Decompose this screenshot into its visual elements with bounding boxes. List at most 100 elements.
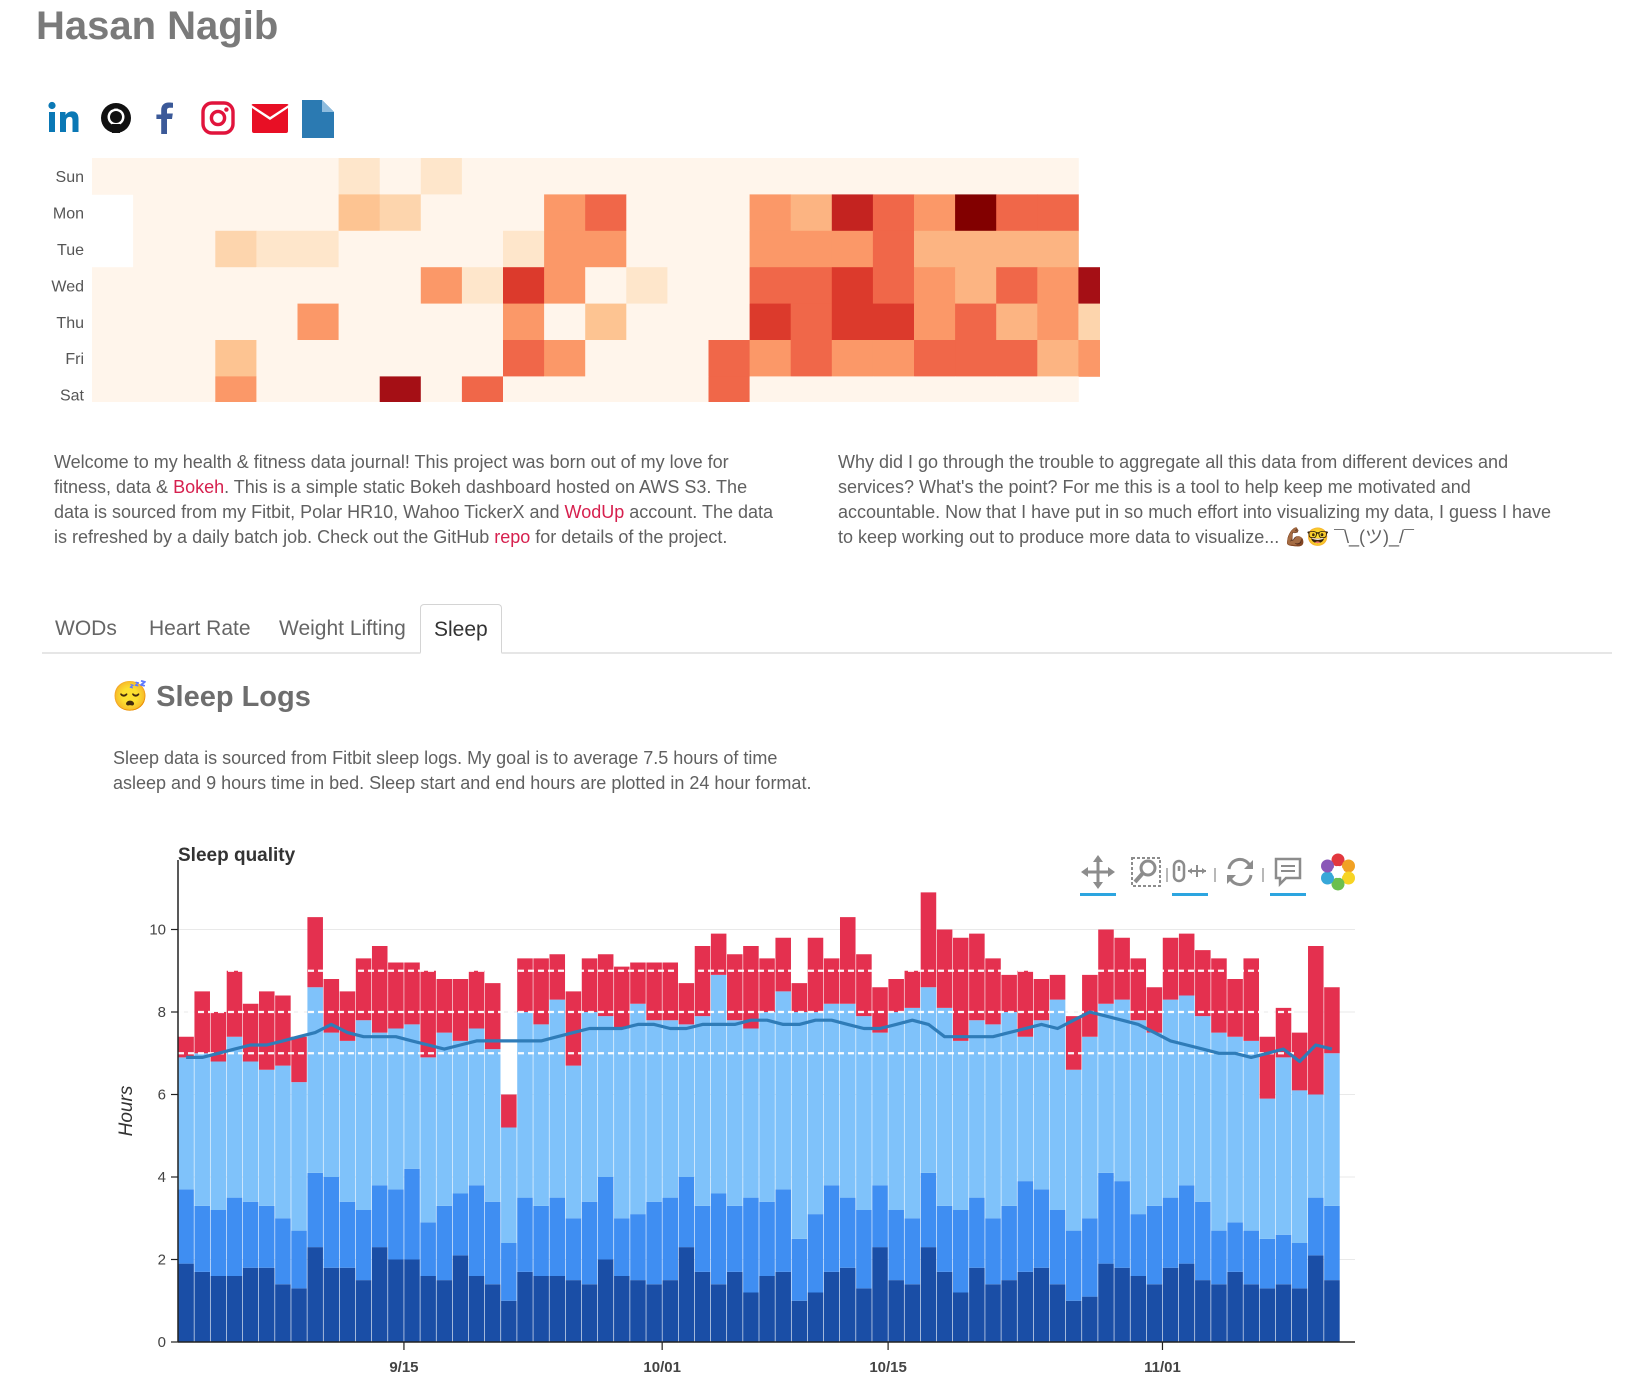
bar-awake[interactable]: [371, 946, 388, 1033]
bar-rem[interactable]: [1146, 1032, 1163, 1206]
bar-light[interactable]: [436, 1205, 453, 1281]
bar-awake[interactable]: [1017, 970, 1034, 1037]
heatmap-cell[interactable]: [92, 376, 134, 402]
bar-deep[interactable]: [242, 1267, 259, 1342]
heatmap-cell[interactable]: [133, 267, 175, 304]
bar-awake[interactable]: [1308, 946, 1324, 1095]
bokeh-link[interactable]: Bokeh: [173, 477, 225, 497]
bar-light[interactable]: [743, 1197, 759, 1293]
bar-deep[interactable]: [807, 1292, 824, 1343]
heatmap-cell[interactable]: [831, 230, 874, 268]
bar-awake[interactable]: [468, 970, 485, 1029]
bar-deep[interactable]: [1227, 1271, 1243, 1342]
bar-light[interactable]: [791, 1238, 808, 1301]
bar-deep[interactable]: [759, 1276, 775, 1342]
heatmap-cell[interactable]: [831, 376, 874, 402]
heatmap-cell[interactable]: [914, 267, 956, 304]
bar-rem[interactable]: [404, 1024, 420, 1169]
heatmap-cell[interactable]: [256, 194, 298, 232]
bar-light[interactable]: [1275, 1234, 1292, 1285]
heatmap-cell[interactable]: [585, 267, 627, 304]
bar-deep[interactable]: [1308, 1255, 1324, 1342]
bar-awake[interactable]: [1227, 979, 1243, 1037]
bar-awake[interactable]: [533, 958, 549, 1025]
bar-awake[interactable]: [759, 958, 775, 1012]
heatmap-cell[interactable]: [338, 267, 381, 304]
box-zoom-tool-button[interactable]: [1124, 852, 1164, 896]
heatmap-cell[interactable]: [297, 340, 340, 377]
heatmap-cell[interactable]: [379, 376, 422, 402]
heatmap-cell[interactable]: [461, 303, 504, 341]
bar-light[interactable]: [242, 1201, 259, 1268]
heatmap-cell[interactable]: [914, 340, 956, 377]
tab-wods[interactable]: WODs: [55, 617, 117, 640]
heatmap-cell[interactable]: [461, 158, 504, 195]
bar-awake[interactable]: [581, 958, 598, 1012]
bar-deep[interactable]: [904, 1284, 921, 1342]
heatmap-cell[interactable]: [297, 267, 340, 304]
bar-deep[interactable]: [985, 1284, 1001, 1342]
bar-rem[interactable]: [501, 1127, 517, 1244]
bar-rem[interactable]: [1227, 1036, 1243, 1223]
bar-light[interactable]: [388, 1189, 404, 1260]
heatmap-cell[interactable]: [174, 303, 216, 341]
heatmap-cell[interactable]: [174, 194, 216, 232]
heatmap-cell[interactable]: [708, 340, 751, 377]
bar-light[interactable]: [1162, 1197, 1179, 1268]
bar-rem[interactable]: [856, 1016, 872, 1210]
bar-deep[interactable]: [920, 1247, 937, 1342]
bar-awake[interactable]: [694, 946, 711, 1017]
heatmap-cell[interactable]: [133, 230, 175, 268]
heatmap-cell[interactable]: [585, 376, 627, 402]
bar-light[interactable]: [630, 1214, 646, 1281]
bar-light[interactable]: [1211, 1230, 1227, 1285]
heatmap-cell[interactable]: [297, 303, 340, 341]
heatmap-cell[interactable]: [297, 158, 340, 195]
bar-awake[interactable]: [597, 954, 614, 1017]
heatmap-cell[interactable]: [256, 230, 298, 268]
bar-rem[interactable]: [1098, 1003, 1114, 1173]
bar-light[interactable]: [920, 1172, 937, 1248]
bar-deep[interactable]: [258, 1267, 275, 1342]
heatmap-cell[interactable]: [914, 230, 956, 268]
heatmap-cell[interactable]: [626, 340, 668, 377]
bar-rem[interactable]: [1275, 1057, 1292, 1235]
bar-awake[interactable]: [1114, 937, 1130, 1000]
bar-deep[interactable]: [1130, 1276, 1147, 1342]
bar-deep[interactable]: [694, 1271, 711, 1342]
heatmap-cell[interactable]: [749, 340, 792, 377]
heatmap-cell[interactable]: [708, 158, 751, 195]
bar-deep[interactable]: [791, 1300, 808, 1342]
bar-rem[interactable]: [839, 1003, 856, 1198]
bar-light[interactable]: [533, 1205, 549, 1276]
heatmap-cell[interactable]: [914, 376, 956, 402]
bar-awake[interactable]: [420, 970, 436, 1058]
wodup-link[interactable]: WodUp: [564, 502, 625, 522]
heatmap-cell[interactable]: [133, 340, 175, 377]
bar-light[interactable]: [275, 1218, 291, 1285]
heatmap-cell[interactable]: [831, 303, 874, 341]
heatmap-cell[interactable]: [1078, 267, 1100, 304]
heatmap-cell[interactable]: [790, 376, 833, 402]
heatmap-cell[interactable]: [92, 303, 134, 341]
heatmap-cell[interactable]: [338, 340, 381, 377]
heatmap-cell[interactable]: [92, 158, 134, 195]
bar-awake[interactable]: [307, 917, 323, 988]
heatmap-cell[interactable]: [749, 303, 792, 341]
bar-deep[interactable]: [533, 1276, 549, 1342]
bar-awake[interactable]: [549, 954, 566, 1000]
heatmap-cell[interactable]: [215, 230, 257, 268]
heatmap-cell[interactable]: [461, 267, 504, 304]
bar-rem[interactable]: [468, 1028, 485, 1186]
heatmap-cell[interactable]: [133, 194, 175, 232]
heatmap-cell[interactable]: [338, 303, 381, 341]
heatmap-cell[interactable]: [749, 267, 792, 304]
bar-awake[interactable]: [1049, 974, 1066, 1000]
bar-rem[interactable]: [210, 1061, 227, 1211]
heatmap-cell[interactable]: [1037, 376, 1079, 402]
bar-rem[interactable]: [565, 1065, 582, 1219]
bar-rem[interactable]: [1291, 1090, 1308, 1243]
bar-deep[interactable]: [743, 1292, 759, 1343]
bar-light[interactable]: [662, 1197, 679, 1281]
bar-awake[interactable]: [1178, 933, 1195, 996]
